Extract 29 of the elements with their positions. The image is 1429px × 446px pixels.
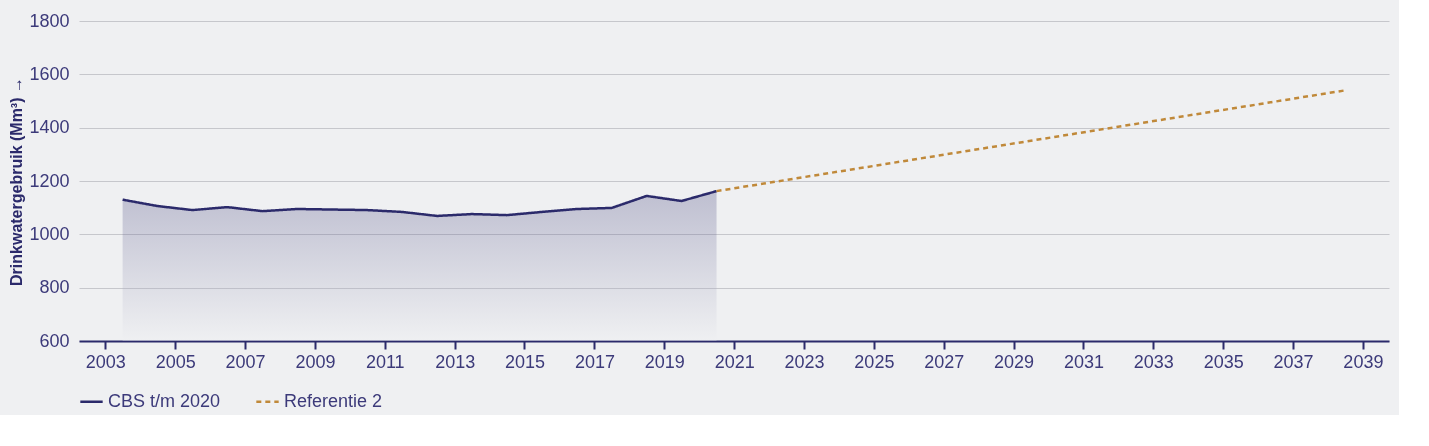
- y-axis-title: Drinkwatergebruik (Mm³) →: [8, 77, 26, 286]
- x-tick-label: 2005: [155, 351, 196, 372]
- x-tick-label: 2033: [1133, 351, 1174, 372]
- y-tick-label: 1000: [29, 223, 70, 244]
- y-tick-label: 800: [39, 277, 70, 298]
- x-tick-label: 2011: [365, 351, 405, 372]
- y-tick-label: 1200: [29, 170, 70, 191]
- x-tick-label: 2025: [854, 351, 895, 372]
- x-tick-label: 2009: [295, 351, 336, 372]
- x-tick-label: 2003: [85, 351, 126, 372]
- x-tick-label: 2015: [504, 351, 546, 372]
- x-tick-label: 2031: [1063, 351, 1104, 372]
- x-tick-label: 2013: [435, 351, 476, 372]
- x-tick-label: 2023: [784, 351, 825, 372]
- x-tick-label: 2021: [714, 351, 755, 372]
- x-tick-label: 2007: [225, 351, 266, 372]
- legend-label: Referentie 2: [284, 390, 383, 411]
- x-tick-label: 2037: [1273, 351, 1314, 372]
- x-tick-label: 2027: [924, 351, 965, 372]
- x-tick-label: 2019: [644, 351, 685, 372]
- y-tick-label: 1400: [29, 117, 70, 138]
- x-tick-label: 2029: [994, 351, 1035, 372]
- x-tick-label: 2035: [1203, 351, 1244, 372]
- legend-label: CBS t/m 2020: [108, 390, 221, 411]
- y-tick-label: 1600: [29, 63, 70, 84]
- x-tick-label: 2017: [574, 351, 615, 372]
- y-tick-label: 600: [39, 330, 70, 351]
- x-tick-label: 2039: [1343, 351, 1384, 372]
- y-tick-label: 1800: [29, 10, 70, 31]
